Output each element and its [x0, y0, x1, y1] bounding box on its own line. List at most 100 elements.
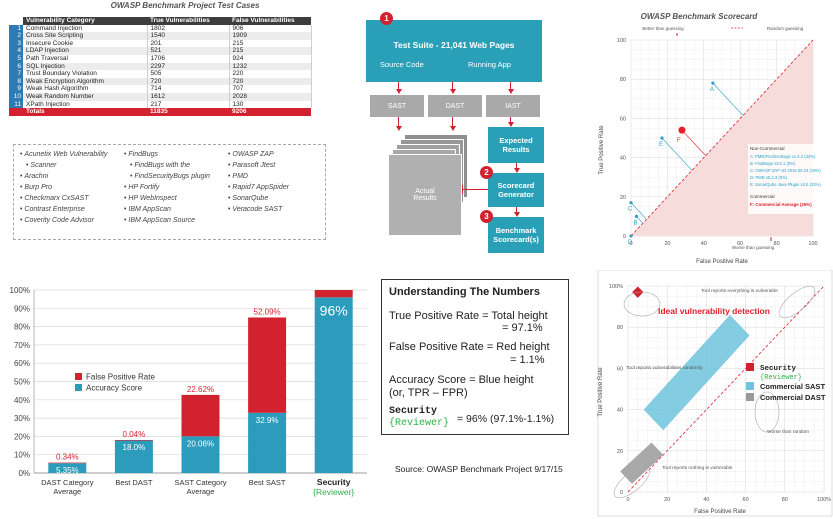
- tool-item: IBM AppScan: [124, 205, 210, 216]
- accuracy-bar: [48, 463, 87, 473]
- tool-item: Coverity Code Advisor: [20, 216, 107, 227]
- tools-column-2: FindBugsFindBugs with theFindSecurityBug…: [124, 150, 210, 227]
- table-row: 9 Weak Hash Algorithm 714 707: [9, 85, 312, 93]
- point-projection: [681, 129, 706, 156]
- legend-commercial-head: Commercial: [750, 194, 775, 199]
- point-label: B: [633, 220, 637, 226]
- test-suite-box: Test Suite - 21,041 Web Pages Source Cod…: [366, 20, 542, 82]
- y-tick: 100: [617, 38, 626, 44]
- fpr-line-2: = 1.1%: [510, 354, 545, 366]
- ideal-x-tick: 60: [743, 497, 749, 503]
- row-category: Trust Boundary Violation: [23, 70, 148, 78]
- y-tick: 40: [620, 156, 626, 162]
- table-row: 1 Command Injection 1802 906: [9, 24, 312, 33]
- x-category-label: DAST Category: [41, 478, 94, 487]
- row-number: 5: [9, 54, 23, 63]
- commercial-sast-region: [643, 314, 750, 431]
- table-row: 7 Trust Boundary Violation 505 220: [9, 70, 312, 78]
- suite-title: Test Suite - 21,041 Web Pages: [393, 40, 515, 50]
- better-label: Better than guessing: [642, 26, 684, 31]
- x-category-label: Security: [317, 477, 351, 487]
- y-tick-label: 80%: [14, 323, 30, 332]
- table-row: 2 Cross Site Scripting 1540 1909: [9, 32, 312, 40]
- legend-sast-label: Commercial SAST: [760, 382, 825, 391]
- understanding-title: Understanding The Numbers: [389, 286, 540, 298]
- header-true-vulns: True Vulnerabilities: [147, 17, 229, 25]
- scorecard-generator-box: Scorecard Generator: [488, 173, 544, 207]
- row-false: 2028: [229, 92, 312, 101]
- flow-diagram: Test Suite - 21,041 Web Pages Source Cod…: [360, 10, 550, 253]
- point-d: [629, 234, 633, 238]
- tool-item: Veracode SAST: [228, 205, 289, 216]
- row-number: 8: [9, 77, 23, 86]
- row-number: 9: [9, 85, 23, 93]
- legend-accuracy-label: Accuracy Score: [86, 384, 143, 393]
- test-cases-table: Vulnerability Category True Vulnerabilit…: [9, 17, 312, 116]
- point-b: [634, 214, 639, 218]
- commercial-dast-region: [620, 442, 664, 484]
- expected-results-box: Expected Results: [488, 127, 544, 163]
- tool-item: Contrast Enterprise: [20, 205, 107, 216]
- fpr-line-1: False Positive Rate = Red height: [389, 341, 550, 353]
- scorecard-ylabel: True Positive Rate: [599, 125, 605, 175]
- table-body: 1 Command Injection 1802 906 2 Cross Site Scr…: [9, 24, 312, 116]
- ideal-y-tick: 40: [617, 408, 623, 414]
- accuracy-bar: [114, 440, 153, 473]
- tool-item: Scanner: [20, 161, 107, 172]
- accuracy-value-label: 96%: [320, 302, 348, 318]
- tools-column-1: Acunetix Web VulnerabilityScannerArachni…: [20, 150, 107, 227]
- scorecard-xlabel: False Positive Rate: [696, 259, 748, 265]
- accuracy-line-2: (or, TPR – FPR): [389, 387, 468, 399]
- actual-to-generator-line: [462, 189, 488, 190]
- row-false: 215: [229, 39, 312, 48]
- bar-chart-legend: False Positive Rate Accuracy Score: [75, 373, 155, 393]
- security-reviewer-name: Security: [389, 406, 438, 417]
- table-row: 10 Weak Random Number 1612 2028: [9, 92, 312, 101]
- y-tick: 20: [620, 195, 626, 201]
- ideal-x-tick: 80: [782, 497, 788, 503]
- ideal-y-tick: 80: [617, 325, 623, 331]
- dast-box: DAST: [428, 95, 482, 117]
- row-true: 217: [147, 100, 230, 109]
- bar-chart-yticks: 0% 10% 20% 30% 40% 50% 60% 70% 80% 90% 100%: [10, 286, 30, 478]
- tool-item: PMD: [228, 172, 289, 183]
- x-tick: 0: [629, 241, 632, 247]
- tool-item: IBM AppScan Source: [124, 216, 210, 227]
- point-label: F: [677, 138, 681, 144]
- x-tick: 40: [701, 241, 707, 247]
- legend-sr-label: Security: [760, 365, 797, 373]
- y-tick: 0: [623, 234, 626, 240]
- row-false: 906: [229, 24, 312, 33]
- worse-label: Worse than guessing: [732, 245, 775, 250]
- y-tick-label: 10%: [14, 451, 30, 460]
- tool-item: HP WebInspect: [124, 194, 210, 205]
- row-category: Weak Hash Algorithm: [23, 85, 148, 93]
- y-tick-label: 100%: [10, 286, 30, 295]
- point-projection: [712, 82, 744, 116]
- ideal-y-tick: 0: [620, 490, 623, 496]
- everything-label: Tool reports everything is vulnerable: [701, 288, 778, 294]
- row-false: 220: [229, 70, 312, 78]
- ideal-detection-plot: Ideal vulnerability detection Tool repor…: [597, 270, 833, 517]
- legend-item-f: F: Commercial Average (26%): [750, 202, 812, 207]
- y-tick-label: 20%: [14, 432, 30, 441]
- random-diagonal: [630, 39, 814, 237]
- tool-item: Burp Pro: [20, 183, 107, 194]
- table-header-row: Vulnerability Category True Vulnerabilit…: [9, 17, 311, 25]
- row-false: 1232: [229, 62, 312, 71]
- point-c: [629, 201, 633, 205]
- scorecard-legend: Non-Commercial A: PMD/FindSecBugs v1.4.2…: [748, 144, 832, 214]
- scorecard-ticks: 00 20 20 40 40 60 60 80 80 100 100: [617, 38, 818, 247]
- row-category: Weak Encryption Algorithm: [23, 77, 148, 86]
- fpr-bar: [48, 462, 87, 464]
- legend-sr-swatch: [746, 363, 754, 371]
- ideal-y-tick: 20: [617, 449, 623, 455]
- point-projection: [630, 202, 647, 220]
- scorecard-points: A B C D E F: [628, 81, 744, 246]
- legend-dast-swatch: [746, 393, 754, 401]
- table-row: 6 SQL Injection 2297 1232: [9, 62, 312, 71]
- legend-accuracy-swatch: [75, 384, 82, 391]
- row-false: 924: [229, 54, 312, 63]
- badge-3: 3: [480, 210, 493, 223]
- worse-ellipse: [754, 391, 780, 433]
